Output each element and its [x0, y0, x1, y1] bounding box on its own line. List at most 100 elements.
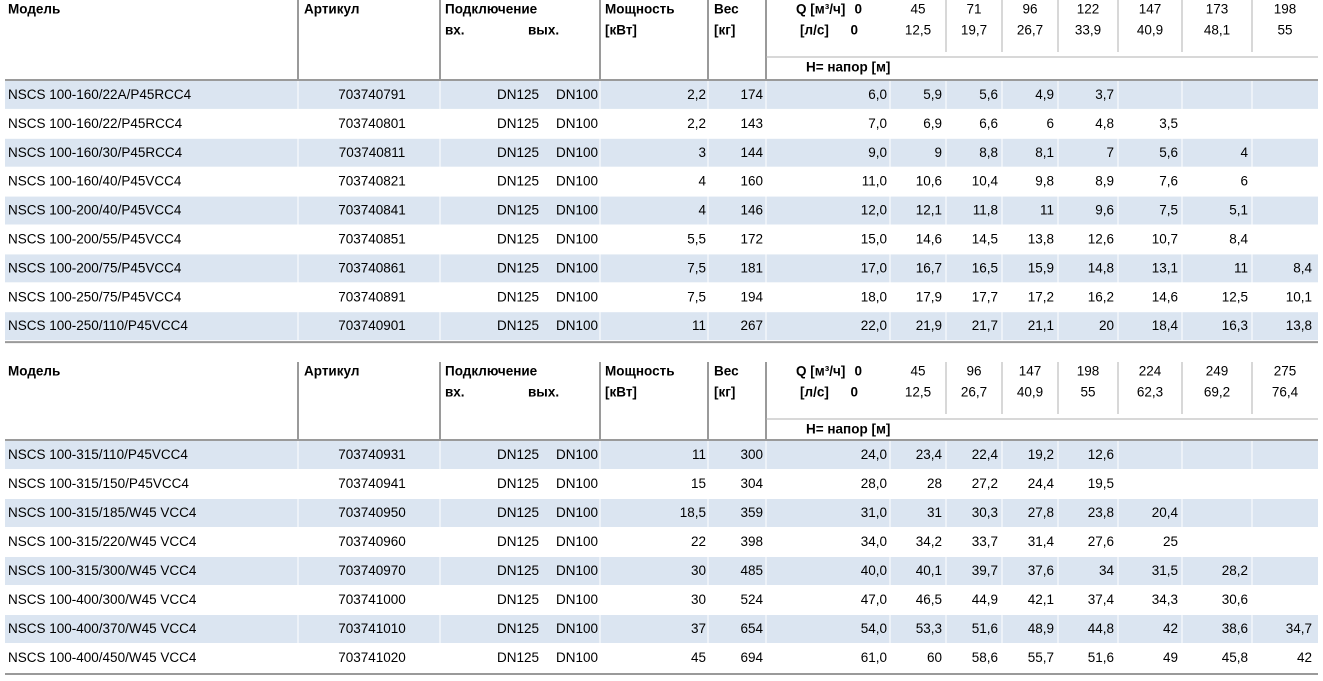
- header-article: Артикул: [304, 2, 359, 17]
- cell-head: 21,1: [1028, 318, 1054, 333]
- cell-head: 53,3: [916, 621, 942, 636]
- cell-head: 3,7: [1095, 87, 1114, 102]
- header-inlet: вх.: [445, 23, 465, 38]
- cell-head: 4: [1240, 145, 1248, 160]
- cell-head: 33,7: [972, 534, 998, 549]
- cell-inlet: DN125: [497, 174, 539, 189]
- cell-head: 54,0: [861, 621, 887, 636]
- cell-inlet: DN125: [497, 621, 539, 636]
- flow-m3h: 198: [1274, 2, 1297, 17]
- cell-head: 12,6: [1088, 447, 1114, 462]
- cell-article: 703740950: [338, 505, 406, 520]
- cell-head: 24,4: [1028, 476, 1055, 491]
- row-shade: [5, 615, 1318, 643]
- cell-head: 6: [1240, 174, 1248, 189]
- flow-ls: 55: [1277, 23, 1292, 38]
- flow-ls: 40,9: [1017, 385, 1043, 400]
- cell-article: 703741000: [338, 592, 406, 607]
- cell-head: 16,3: [1222, 318, 1248, 333]
- cell-head: 15,9: [1028, 260, 1054, 275]
- flow-m3h: 224: [1139, 364, 1162, 379]
- cell-model: NSCS 100-315/300/W45 VCC4: [8, 563, 197, 578]
- cell-article: 703740931: [338, 447, 406, 462]
- flow-m3h: 147: [1019, 364, 1042, 379]
- cell-article: 703740791: [338, 87, 406, 102]
- cell-article: 703740970: [338, 563, 406, 578]
- header-q-m3h: Q [м³/ч]: [796, 2, 845, 17]
- row-shade: [5, 499, 1318, 527]
- cell-outlet: DN100: [556, 232, 598, 247]
- flow-m3h: 122: [1077, 2, 1100, 17]
- cell-outlet: DN100: [556, 505, 598, 520]
- cell-head: 27,8: [1028, 505, 1054, 520]
- cell-head: 25: [1163, 534, 1178, 549]
- cell-head: 5,6: [979, 87, 998, 102]
- row-shade: [5, 254, 1318, 283]
- cell-head: 14,6: [916, 232, 942, 247]
- cell-head: 5,6: [1159, 145, 1178, 160]
- cell-outlet: DN100: [556, 87, 598, 102]
- cell-article: 703740851: [338, 232, 406, 247]
- header-inlet: вх.: [445, 385, 465, 400]
- cell-outlet: DN100: [556, 534, 598, 549]
- flow-ls: 26,7: [961, 385, 987, 400]
- cell-model: NSCS 100-400/370/W45 VCC4: [8, 621, 197, 636]
- header-power: Мощность: [605, 2, 675, 17]
- cell-model: NSCS 100-160/22/P45RCC4: [8, 116, 183, 131]
- cell-power: 37: [691, 621, 706, 636]
- cell-head: 19,2: [1028, 447, 1054, 462]
- cell-head: 20: [1099, 318, 1114, 333]
- cell-model: NSCS 100-250/75/P45VCC4: [8, 289, 182, 304]
- cell-head: 13,8: [1028, 232, 1054, 247]
- cell-head: 13,1: [1152, 260, 1178, 275]
- cell-model: NSCS 100-200/40/P45VCC4: [8, 203, 182, 218]
- cell-power: 7,5: [687, 260, 706, 275]
- cell-model: NSCS 100-160/22A/P45RCC4: [8, 87, 192, 102]
- cell-power: 7,5: [687, 289, 706, 304]
- cell-article: 703740821: [338, 174, 406, 189]
- cell-head: 17,0: [861, 260, 887, 275]
- cell-head: 40,1: [916, 563, 942, 578]
- cell-head: 21,7: [972, 318, 998, 333]
- cell-outlet: DN100: [556, 650, 598, 665]
- cell-weight: 144: [740, 145, 763, 160]
- header-q-ls: [л/с]: [800, 23, 829, 38]
- cell-head: 8,9: [1095, 174, 1114, 189]
- cell-head: 12,6: [1088, 232, 1114, 247]
- row-shade: [5, 557, 1318, 585]
- cell-head: 14,6: [1152, 289, 1178, 304]
- cell-head: 19,5: [1088, 476, 1114, 491]
- header-weight-unit: [кг]: [714, 23, 735, 38]
- cell-head: 48,9: [1028, 621, 1054, 636]
- cell-head: 30,3: [972, 505, 998, 520]
- header-connection: Подключение: [445, 364, 538, 379]
- cell-head: 51,6: [972, 621, 998, 636]
- cell-head: 12,5: [1222, 289, 1248, 304]
- header-outlet: вых.: [528, 385, 559, 400]
- cell-weight: 146: [740, 203, 763, 218]
- cell-head: 27,2: [972, 476, 998, 491]
- cell-weight: 143: [740, 116, 763, 131]
- cell-weight: 267: [740, 318, 763, 333]
- cell-inlet: DN125: [497, 650, 539, 665]
- cell-weight: 174: [740, 87, 763, 102]
- flow-m3h: 0: [854, 2, 862, 17]
- header-weight-unit: [кг]: [714, 385, 735, 400]
- cell-article: 703740901: [338, 318, 406, 333]
- cell-inlet: DN125: [497, 592, 539, 607]
- header-q-ls: [л/с]: [800, 385, 829, 400]
- cell-head: 28: [927, 476, 942, 491]
- flow-ls: 12,5: [905, 23, 931, 38]
- flow-m3h: 173: [1206, 2, 1229, 17]
- cell-outlet: DN100: [556, 260, 598, 275]
- cell-head: 24,0: [861, 447, 887, 462]
- cell-head: 21,9: [916, 318, 942, 333]
- cell-power: 15: [691, 476, 706, 491]
- cell-head: 55,7: [1028, 650, 1054, 665]
- header-head: H= напор [м]: [806, 60, 890, 75]
- header-power: Мощность: [605, 364, 675, 379]
- cell-power: 5,5: [687, 232, 706, 247]
- cell-head: 31,4: [1028, 534, 1055, 549]
- cell-head: 4,8: [1095, 116, 1114, 131]
- cell-head: 7,0: [868, 116, 887, 131]
